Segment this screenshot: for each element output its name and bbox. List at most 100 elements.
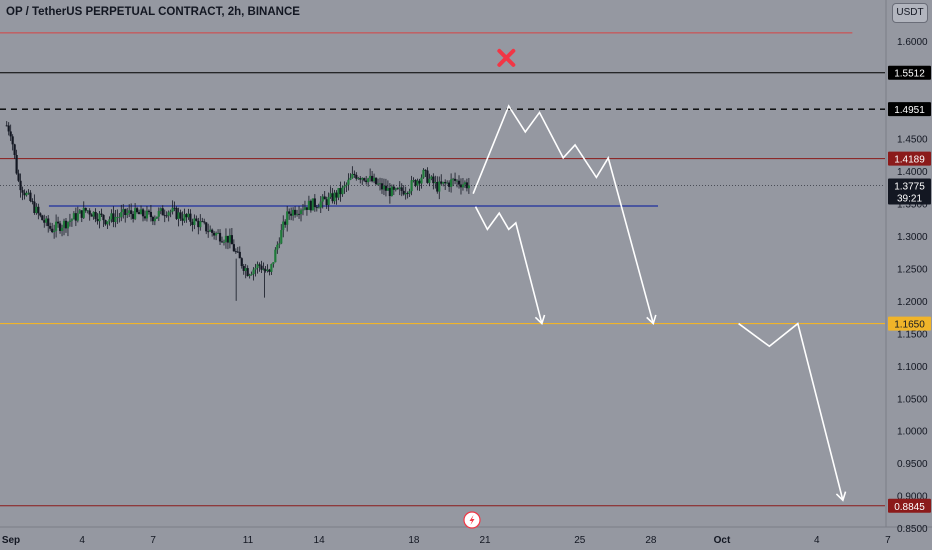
candle-body — [367, 178, 370, 183]
candle-body — [213, 232, 216, 236]
candle-body — [141, 209, 145, 217]
candle-body — [262, 269, 265, 271]
candle-body — [256, 264, 259, 268]
candle-body — [41, 215, 44, 221]
candle-body — [369, 175, 372, 179]
candle-body — [453, 178, 457, 181]
level-badge: 1.1650 — [894, 320, 925, 331]
candle-body — [311, 198, 314, 211]
candle-body — [53, 230, 56, 233]
candle-body — [347, 179, 350, 185]
candle-body — [264, 269, 267, 271]
candle-body — [236, 251, 239, 253]
candle-body — [465, 182, 469, 189]
candle-body — [209, 229, 212, 232]
candle-body — [228, 235, 232, 243]
level-badge-bg — [888, 102, 931, 117]
candle-body — [398, 187, 401, 189]
candle-body — [114, 217, 117, 222]
candle-body — [118, 216, 121, 218]
candle-body — [145, 210, 149, 219]
candle-body — [94, 211, 97, 219]
level-badge-bg — [888, 65, 931, 80]
candle-body — [62, 220, 66, 228]
candle-body — [442, 181, 445, 184]
level-badge: 1.4189 — [894, 155, 925, 166]
candle-body — [400, 187, 403, 191]
candle-body — [238, 251, 241, 259]
candle-body — [349, 177, 352, 180]
candle-body — [58, 223, 62, 231]
bar-countdown: 39:21 — [897, 194, 922, 205]
price-tick-label: 1.6000 — [897, 37, 928, 48]
forecast-path-final-leg — [738, 322, 844, 501]
candle-body — [418, 180, 421, 184]
candle-body — [410, 180, 413, 192]
candle-body — [426, 170, 429, 183]
price-tick-label: 1.3500 — [897, 199, 928, 210]
candle-body — [361, 178, 364, 180]
candle-body — [327, 197, 330, 205]
candle-body — [274, 249, 277, 263]
candle-body — [359, 178, 362, 180]
candle-body — [459, 184, 463, 188]
candle-body — [35, 206, 38, 213]
candle-body — [341, 187, 344, 195]
candle-body — [396, 188, 399, 190]
candle-body — [438, 181, 441, 192]
candle-body — [224, 235, 228, 242]
candle-body — [404, 193, 407, 195]
candle-body — [380, 183, 384, 190]
candle-body — [446, 182, 449, 184]
candle-body — [422, 169, 425, 178]
candle-body — [272, 262, 275, 265]
candle-body — [106, 221, 109, 225]
candle-body — [96, 218, 99, 222]
candle-body — [163, 215, 166, 217]
candle-body — [13, 144, 16, 155]
candle-body — [112, 213, 115, 222]
candle-body — [268, 269, 271, 272]
candle-body — [78, 210, 81, 214]
candle-body — [457, 180, 461, 185]
candle-body — [254, 267, 257, 270]
candle-body — [124, 209, 127, 216]
candle-body — [90, 214, 93, 217]
currency-button[interactable]: USDT — [892, 3, 928, 23]
candle-body — [282, 221, 285, 231]
time-tick-label: 21 — [479, 535, 491, 546]
candle-body — [147, 210, 151, 212]
candle-body — [378, 183, 382, 185]
price-tick-label: 1.1500 — [897, 329, 928, 340]
level-badge: 1.5512 — [894, 69, 925, 80]
candle-body — [45, 218, 48, 223]
candle-body — [187, 213, 190, 218]
candle-body — [130, 210, 133, 215]
candle-body — [155, 216, 158, 219]
candle-body — [434, 181, 437, 184]
candle-body — [102, 214, 105, 221]
candle-body — [98, 213, 101, 222]
candle-body — [329, 193, 332, 198]
candle-body — [5, 125, 8, 127]
candle-body — [242, 266, 245, 271]
candle-body — [337, 188, 340, 198]
candle-body — [203, 221, 206, 223]
candle-body — [100, 213, 103, 215]
candle-body — [309, 200, 312, 211]
candle-body — [315, 207, 318, 208]
time-tick-label: 7 — [885, 535, 891, 546]
price-tick-label: 0.8500 — [897, 524, 928, 535]
candle-body — [430, 176, 433, 179]
candle-body — [55, 221, 58, 231]
level-badge-bg — [888, 316, 931, 331]
candle-body — [68, 220, 72, 223]
candle-body — [357, 178, 360, 179]
candle-body — [392, 186, 395, 190]
price-tick-label: 1.3000 — [897, 232, 928, 243]
candle-body — [122, 209, 125, 213]
candle-body — [88, 210, 91, 215]
candle-body — [260, 265, 263, 270]
candle-body — [345, 184, 348, 186]
